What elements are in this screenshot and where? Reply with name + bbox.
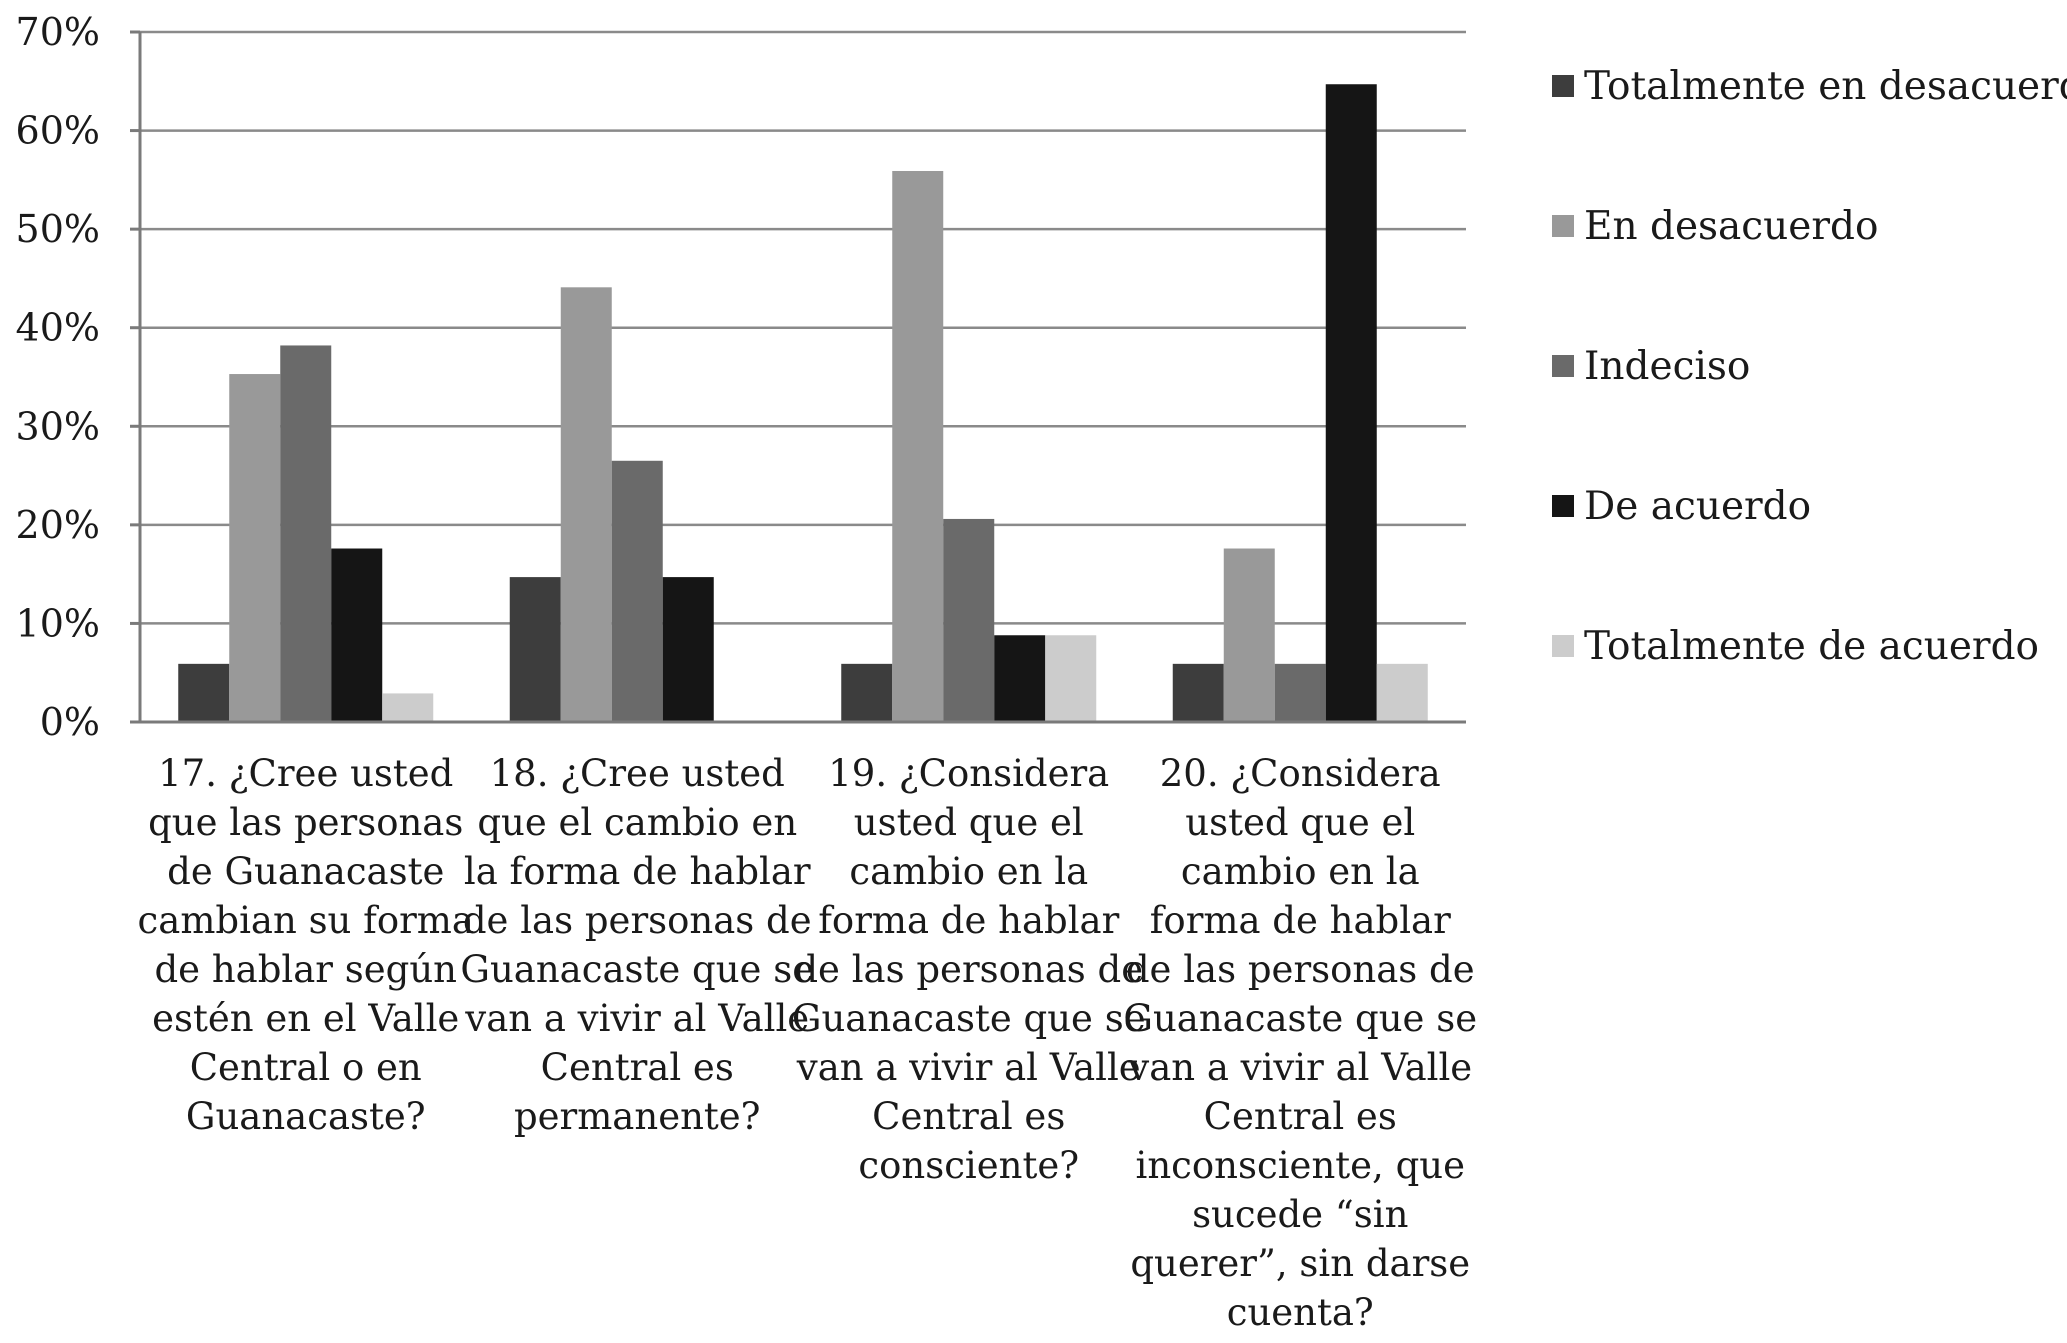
y-tick-label: 0% [40,700,100,744]
y-tick-label: 30% [16,404,100,448]
bar [229,374,281,722]
legend-swatch [1552,215,1574,237]
x-category-label: 18. ¿Cree usted que el cambio en la forma … [460,752,814,1138]
y-tick-label: 40% [16,306,100,350]
y-tick-label: 70% [16,10,100,54]
bar [1376,663,1428,722]
x-category-label: 19. ¿Considera usted que el cambio en la fo… [792,752,1146,1187]
bar [611,460,663,722]
legend-label: Indeciso [1584,344,1750,389]
y-tick-label: 50% [16,207,100,251]
legend-label: Totalmente de acuerdo [1584,624,2039,669]
category-labels: 17. ¿Cree usted que las personas de Guanac… [138,752,1478,1334]
y-tick-label: 60% [16,109,100,153]
axes: 0% 10% 20% 30% 40% 50% 60% 70% [16,10,1466,744]
bar [892,170,944,722]
bar [509,577,561,722]
legend-label: En desacuerdo [1584,204,1878,249]
gridlines [140,30,1466,625]
bar [994,635,1046,722]
bar [331,548,383,722]
bar [662,577,714,722]
bar [1172,663,1224,722]
legend: Totalmente en desacuerdo En desacuerdo Ind… [1552,64,2067,669]
x-category-label: 20. ¿Considera usted que el cambio en la fo… [1123,752,1477,1334]
bar [943,518,995,722]
bars [178,84,1428,722]
legend-label: De acuerdo [1584,484,1811,529]
legend-label: Totalmente en desacuerdo [1584,64,2067,109]
bar [1223,548,1275,722]
bar [841,663,893,722]
bar [1045,635,1097,722]
y-tick-label: 20% [16,503,100,547]
legend-swatch [1552,75,1574,97]
bar [382,693,434,722]
legend-swatch [1552,635,1574,657]
bar [280,345,332,722]
legend-swatch [1552,495,1574,517]
y-tick-label: 10% [16,601,100,645]
bar [178,663,230,722]
bar [1325,84,1377,722]
bar [1274,663,1326,722]
bar [560,287,612,722]
x-category-label: 17. ¿Cree usted que las personas de Guanac… [138,752,474,1138]
legend-swatch [1552,355,1574,377]
